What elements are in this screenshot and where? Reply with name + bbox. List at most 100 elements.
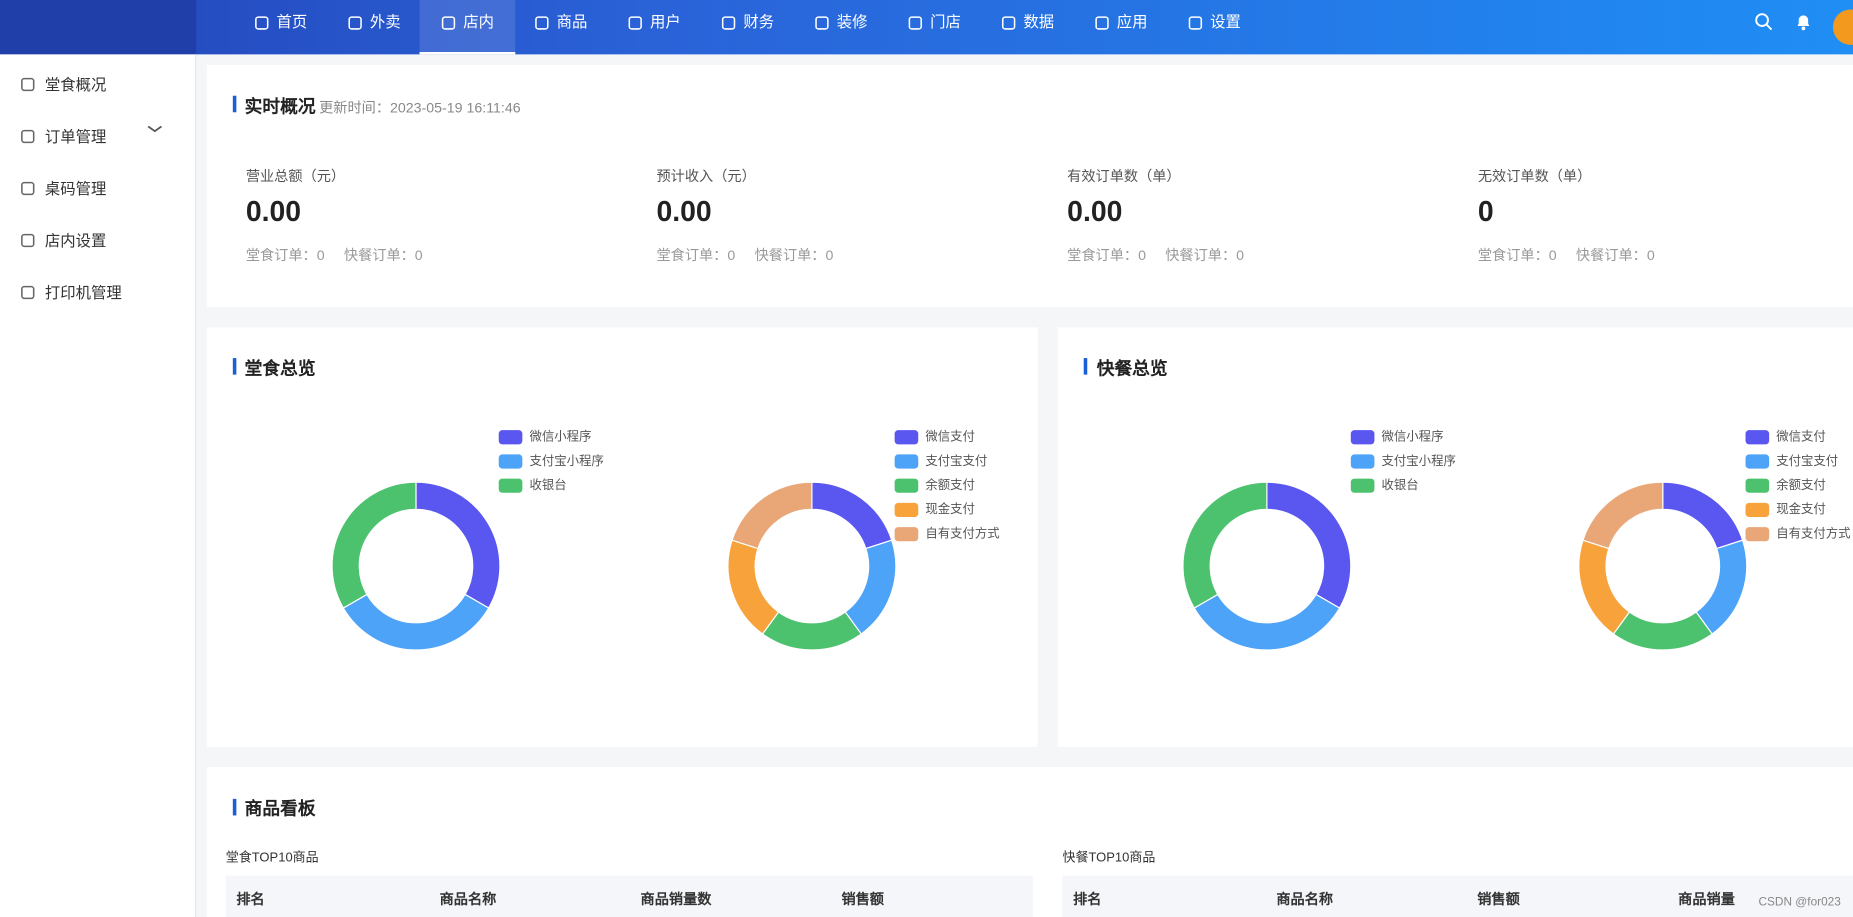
table-header: 商品销量数: [640, 891, 712, 908]
sidebar-item[interactable]: 堂食概况: [20, 72, 106, 94]
nav-item[interactable]: 门店: [886, 0, 982, 54]
donut-slice: [1695, 539, 1748, 635]
legend-label: 收银台: [529, 477, 566, 492]
stat-label: 有效订单数（单）: [1067, 167, 1181, 185]
icon-shape: [1188, 16, 1203, 30]
legend-label: 支付宝小程序: [1382, 453, 1456, 468]
icon-shape: [535, 16, 549, 30]
sidebar: [0, 54, 197, 917]
stat-sub: 堂食订单：0: [1477, 246, 1557, 264]
update-time: 更新时间：2023-05-19 16:11:46: [319, 99, 521, 116]
nav-item[interactable]: 设置: [1166, 0, 1262, 54]
section-title: 商品看板: [244, 798, 316, 819]
table-header: 排名: [236, 891, 265, 908]
nav-label[interactable]: 商品: [556, 12, 588, 31]
nav-icon: [348, 16, 362, 30]
legend-swatch: [894, 430, 919, 445]
legend-label: 微信小程序: [529, 429, 591, 444]
legend-label: 自有支付方式: [925, 525, 999, 540]
nav-label[interactable]: 数据: [1023, 12, 1055, 31]
icon-shape: [815, 16, 829, 30]
table-header: 销售额: [841, 891, 885, 908]
legend-swatch: [498, 454, 523, 469]
icon-shape: [1001, 16, 1016, 30]
nav-label[interactable]: 装修: [836, 12, 868, 31]
sidebar-label[interactable]: 桌码管理: [44, 179, 107, 198]
legend-label: 微信支付: [1776, 430, 1826, 444]
nav-item[interactable]: 数据: [980, 0, 1076, 54]
avatar[interactable]: [1832, 9, 1853, 45]
realtime-card: [206, 64, 1853, 308]
sidebar-item[interactable]: 店内设置: [20, 228, 106, 250]
bell-icon[interactable]: [1794, 12, 1813, 31]
nav-label[interactable]: 财务: [743, 12, 775, 31]
donut-slice: [731, 481, 813, 550]
legend-label: 支付宝小程序: [529, 453, 603, 468]
section-bar: [232, 358, 237, 375]
nav-item[interactable]: 外卖: [326, 0, 422, 54]
nav-item[interactable]: 用户: [606, 0, 702, 54]
legend-swatch: [1745, 527, 1770, 542]
table-header: 商品销量: [1678, 891, 1735, 908]
stat-label: 无效订单数（单）: [1477, 167, 1592, 185]
nav-icon: [721, 16, 736, 30]
nav-label[interactable]: 应用: [1116, 12, 1148, 31]
legend-swatch: [498, 478, 523, 493]
legend-label: 微信支付: [925, 430, 975, 444]
nav-icon: [815, 16, 829, 30]
nav-item[interactable]: 应用: [1073, 0, 1169, 54]
legend-swatch: [498, 430, 523, 445]
legend-swatch: [894, 454, 919, 469]
legend-swatch: [894, 478, 919, 493]
icon-shape: [628, 16, 642, 30]
donut-slice: [1266, 481, 1352, 609]
nav-item[interactable]: 财务: [700, 0, 796, 54]
nav-label[interactable]: 设置: [1210, 12, 1241, 31]
sidebar-item[interactable]: 订单管理: [20, 124, 106, 146]
section-title: 堂食总览: [244, 359, 316, 380]
logo-area: [0, 0, 197, 55]
legend-label: 支付宝支付: [925, 454, 987, 468]
legend-swatch: [1745, 502, 1770, 518]
sidebar-label[interactable]: 堂食概况: [44, 75, 107, 94]
nav-item[interactable]: 首页: [233, 0, 329, 54]
sidebar-item[interactable]: 桌码管理: [20, 176, 106, 198]
nav-label[interactable]: 店内: [463, 12, 495, 31]
table-header-bg: [1062, 875, 1853, 917]
stat-sub: 快餐订单：0: [754, 246, 834, 264]
icon-shape: [721, 16, 736, 30]
stat-label: 营业总额（元）: [245, 167, 346, 185]
sidebar-item[interactable]: 打印机管理: [20, 280, 122, 302]
sidebar-label[interactable]: 订单管理: [44, 127, 107, 146]
sidebar-label[interactable]: 打印机管理: [44, 283, 122, 302]
donut-slice: [415, 481, 501, 609]
nav-item[interactable]: 装修: [793, 0, 889, 54]
legend-swatch: [1350, 430, 1375, 445]
legend-swatch: [894, 502, 919, 518]
nav-label[interactable]: 外卖: [369, 12, 401, 31]
nav-item[interactable]: 商品: [513, 0, 609, 54]
chevron[interactable]: [147, 123, 164, 137]
donut-slice: [761, 611, 863, 651]
nav-icon: [535, 16, 549, 30]
donut-slice: [1662, 481, 1744, 550]
nav-label[interactable]: 门店: [930, 12, 961, 31]
nav-label[interactable]: 首页: [276, 12, 308, 31]
legend-swatch: [1350, 478, 1375, 493]
donut-slice: [1182, 481, 1268, 609]
nav-item[interactable]: 店内: [419, 0, 516, 55]
sidebar-icon: [21, 77, 35, 92]
icon-shape: [908, 16, 922, 30]
nav-label[interactable]: 用户: [649, 12, 681, 31]
sidebar-label[interactable]: 店内设置: [44, 231, 107, 250]
icon-shape: [348, 16, 362, 30]
table-title: 快餐TOP10商品: [1062, 850, 1156, 866]
nav-icon: [628, 16, 642, 30]
nav-icon: [255, 16, 269, 30]
donut-slice: [1578, 539, 1631, 635]
stat-sub: 堂食订单：0: [1067, 246, 1146, 264]
search-icon[interactable]: [1754, 12, 1773, 31]
sidebar-icon: [21, 285, 35, 300]
table-header: 商品名称: [439, 891, 497, 908]
